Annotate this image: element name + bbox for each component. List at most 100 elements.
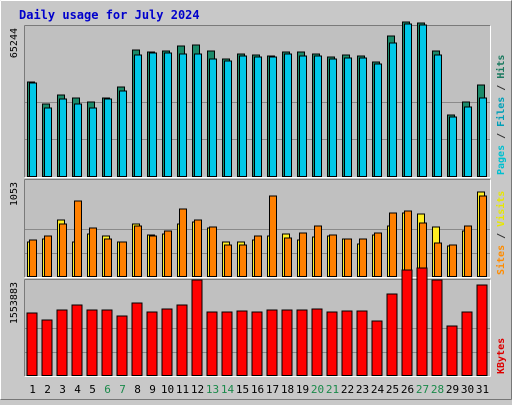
- kbytes-bar-kbytes-day-13: [206, 311, 218, 376]
- hits-series-label-part: Pages: [496, 145, 507, 175]
- visits-bar-visits-day-15: [239, 244, 247, 277]
- hits-bar-files-day-5: [89, 107, 97, 177]
- hits-bar-files-day-1: [29, 82, 37, 177]
- visits-bar-visits-day-18: [284, 237, 292, 277]
- x-axis: 1 2 3 4 5 6 7 8 9 10 11 12 13 14 15 16 17 18 19 20 21 22 23 24 2…: [29, 383, 489, 396]
- x-tick-label-day-17: 17: [266, 383, 279, 396]
- visits-bar-visits-day-31: [479, 195, 487, 277]
- hits-bar-files-day-28: [434, 54, 442, 177]
- panel-hits: 65244 Pages / Files / Hits: [9, 21, 507, 178]
- hits-bar-files-day-6: [104, 98, 112, 177]
- kbytes-bar-kbytes-day-23: [356, 310, 368, 376]
- visits-bar-visits-day-5: [89, 227, 97, 277]
- visits-bar-visits-day-4: [74, 200, 82, 277]
- kbytes-series-label-part: KBytes: [496, 338, 507, 374]
- hits-bar-files-day-9: [149, 52, 157, 177]
- visits-bar-visits-day-19: [299, 232, 307, 277]
- hits-ymax-label: 65244: [9, 28, 20, 58]
- hits-bar-files-day-24: [374, 63, 382, 177]
- x-tick-label-day-18: 18: [281, 383, 294, 396]
- kbytes-bar-kbytes-day-10: [161, 308, 173, 376]
- visits-bar-visits-day-21: [329, 234, 337, 277]
- kbytes-bar-kbytes-day-21: [326, 311, 338, 376]
- kbytes-bar-kbytes-day-7: [116, 315, 128, 376]
- hits-bar-files-day-2: [44, 107, 52, 177]
- kbytes-bar-kbytes-day-9: [146, 311, 158, 376]
- chart-panels: 65244 Pages / Files / Hits 1053 Sites / Vis…: [9, 21, 507, 377]
- hits-bar-files-day-8: [134, 54, 142, 177]
- visits-bar-visits-day-10: [164, 230, 172, 277]
- hits-bar-files-day-27: [419, 24, 427, 177]
- hits-bar-files-day-17: [269, 56, 277, 177]
- kbytes-bar-kbytes-day-12: [191, 279, 203, 376]
- kbytes-bar-kbytes-day-8: [131, 302, 143, 376]
- visits-bar-visits-day-16: [254, 235, 262, 277]
- visits-bar-visits-day-23: [359, 238, 367, 277]
- visits-bar-visits-day-26: [404, 210, 412, 277]
- visits-bar-visits-day-11: [179, 208, 187, 277]
- visits-series-label-part: /: [496, 227, 507, 245]
- kbytes-bar-kbytes-day-29: [446, 325, 458, 376]
- visits-bar-visits-day-14: [224, 244, 232, 277]
- hits-bar-files-day-31: [479, 97, 487, 177]
- visits-bar-visits-day-9: [149, 235, 157, 277]
- x-tick-label-day-10: 10: [161, 383, 174, 396]
- x-tick-label-day-28: 28: [431, 383, 444, 396]
- kbytes-bar-kbytes-day-17: [266, 309, 278, 376]
- visits-bar-visits-day-17: [269, 195, 277, 277]
- hits-bar-files-day-30: [464, 106, 472, 177]
- hits-series-label-part: Files: [495, 97, 507, 127]
- hits-series-label-part: Hits: [495, 55, 507, 79]
- x-tick-label-day-11: 11: [176, 383, 189, 396]
- kbytes-bar-kbytes-day-18: [281, 309, 293, 376]
- x-tick-label-day-8: 8: [134, 383, 141, 396]
- visits-series-label-part: Visits: [495, 191, 507, 227]
- visits-bar-visits-day-22: [344, 238, 352, 277]
- kbytes-bar-kbytes-day-11: [176, 304, 188, 376]
- visits-series-label-part: Sites: [495, 245, 507, 275]
- x-tick-label-day-27: 27: [416, 383, 429, 396]
- x-tick-label-day-2: 2: [44, 383, 51, 396]
- visits-bar-visits-day-2: [44, 235, 52, 277]
- x-tick-label-day-19: 19: [296, 383, 309, 396]
- hits-bar-files-day-29: [449, 116, 457, 177]
- visits-bar-visits-day-28: [434, 242, 442, 277]
- x-tick-label-day-22: 22: [341, 383, 354, 396]
- hits-bar-files-day-12: [194, 53, 202, 177]
- kbytes-bar-kbytes-day-22: [341, 310, 353, 376]
- x-tick-label-day-25: 25: [386, 383, 399, 396]
- visits-bar-visits-day-24: [374, 232, 382, 277]
- hits-bar-files-day-22: [344, 57, 352, 177]
- hits-bar-files-day-19: [299, 55, 307, 177]
- x-tick-label-day-29: 29: [446, 383, 459, 396]
- kbytes-bar-kbytes-day-30: [461, 311, 473, 376]
- hits-bar-files-day-13: [209, 58, 217, 177]
- visits-series-label: Sites / Visits: [495, 191, 507, 275]
- x-tick-label-day-26: 26: [401, 383, 414, 396]
- hits-bar-files-day-15: [239, 55, 247, 177]
- kbytes-bar-kbytes-day-24: [371, 320, 383, 376]
- kbytes-bar-kbytes-day-26: [401, 269, 413, 376]
- hits-series-label-part: /: [496, 79, 507, 97]
- x-tick-label-day-30: 30: [461, 383, 474, 396]
- hits-series-label: Pages / Files / Hits: [495, 55, 507, 175]
- kbytes-bar-kbytes-day-20: [311, 308, 323, 376]
- visits-bar-visits-day-20: [314, 225, 322, 277]
- kbytes-bar-kbytes-day-5: [86, 309, 98, 376]
- kbytes-bar-kbytes-day-6: [101, 309, 113, 376]
- hits-bar-files-day-18: [284, 53, 292, 177]
- x-tick-label-day-7: 7: [119, 383, 126, 396]
- x-tick-label-day-4: 4: [74, 383, 81, 396]
- kbytes-bar-kbytes-day-16: [251, 311, 263, 376]
- kbytes-bar-kbytes-day-31: [476, 284, 488, 376]
- hits-bar-files-day-23: [359, 57, 367, 177]
- visits-bar-visits-day-7: [119, 241, 127, 277]
- chart-title: Daily usage for July 2024: [19, 8, 200, 22]
- kbytes-series-label: KBytes: [496, 338, 507, 374]
- hits-bar-files-day-25: [389, 42, 397, 177]
- visits-bar-visits-day-25: [389, 212, 397, 277]
- kbytes-ymax-label: 1553883: [9, 282, 20, 324]
- x-tick-label-day-16: 16: [251, 383, 264, 396]
